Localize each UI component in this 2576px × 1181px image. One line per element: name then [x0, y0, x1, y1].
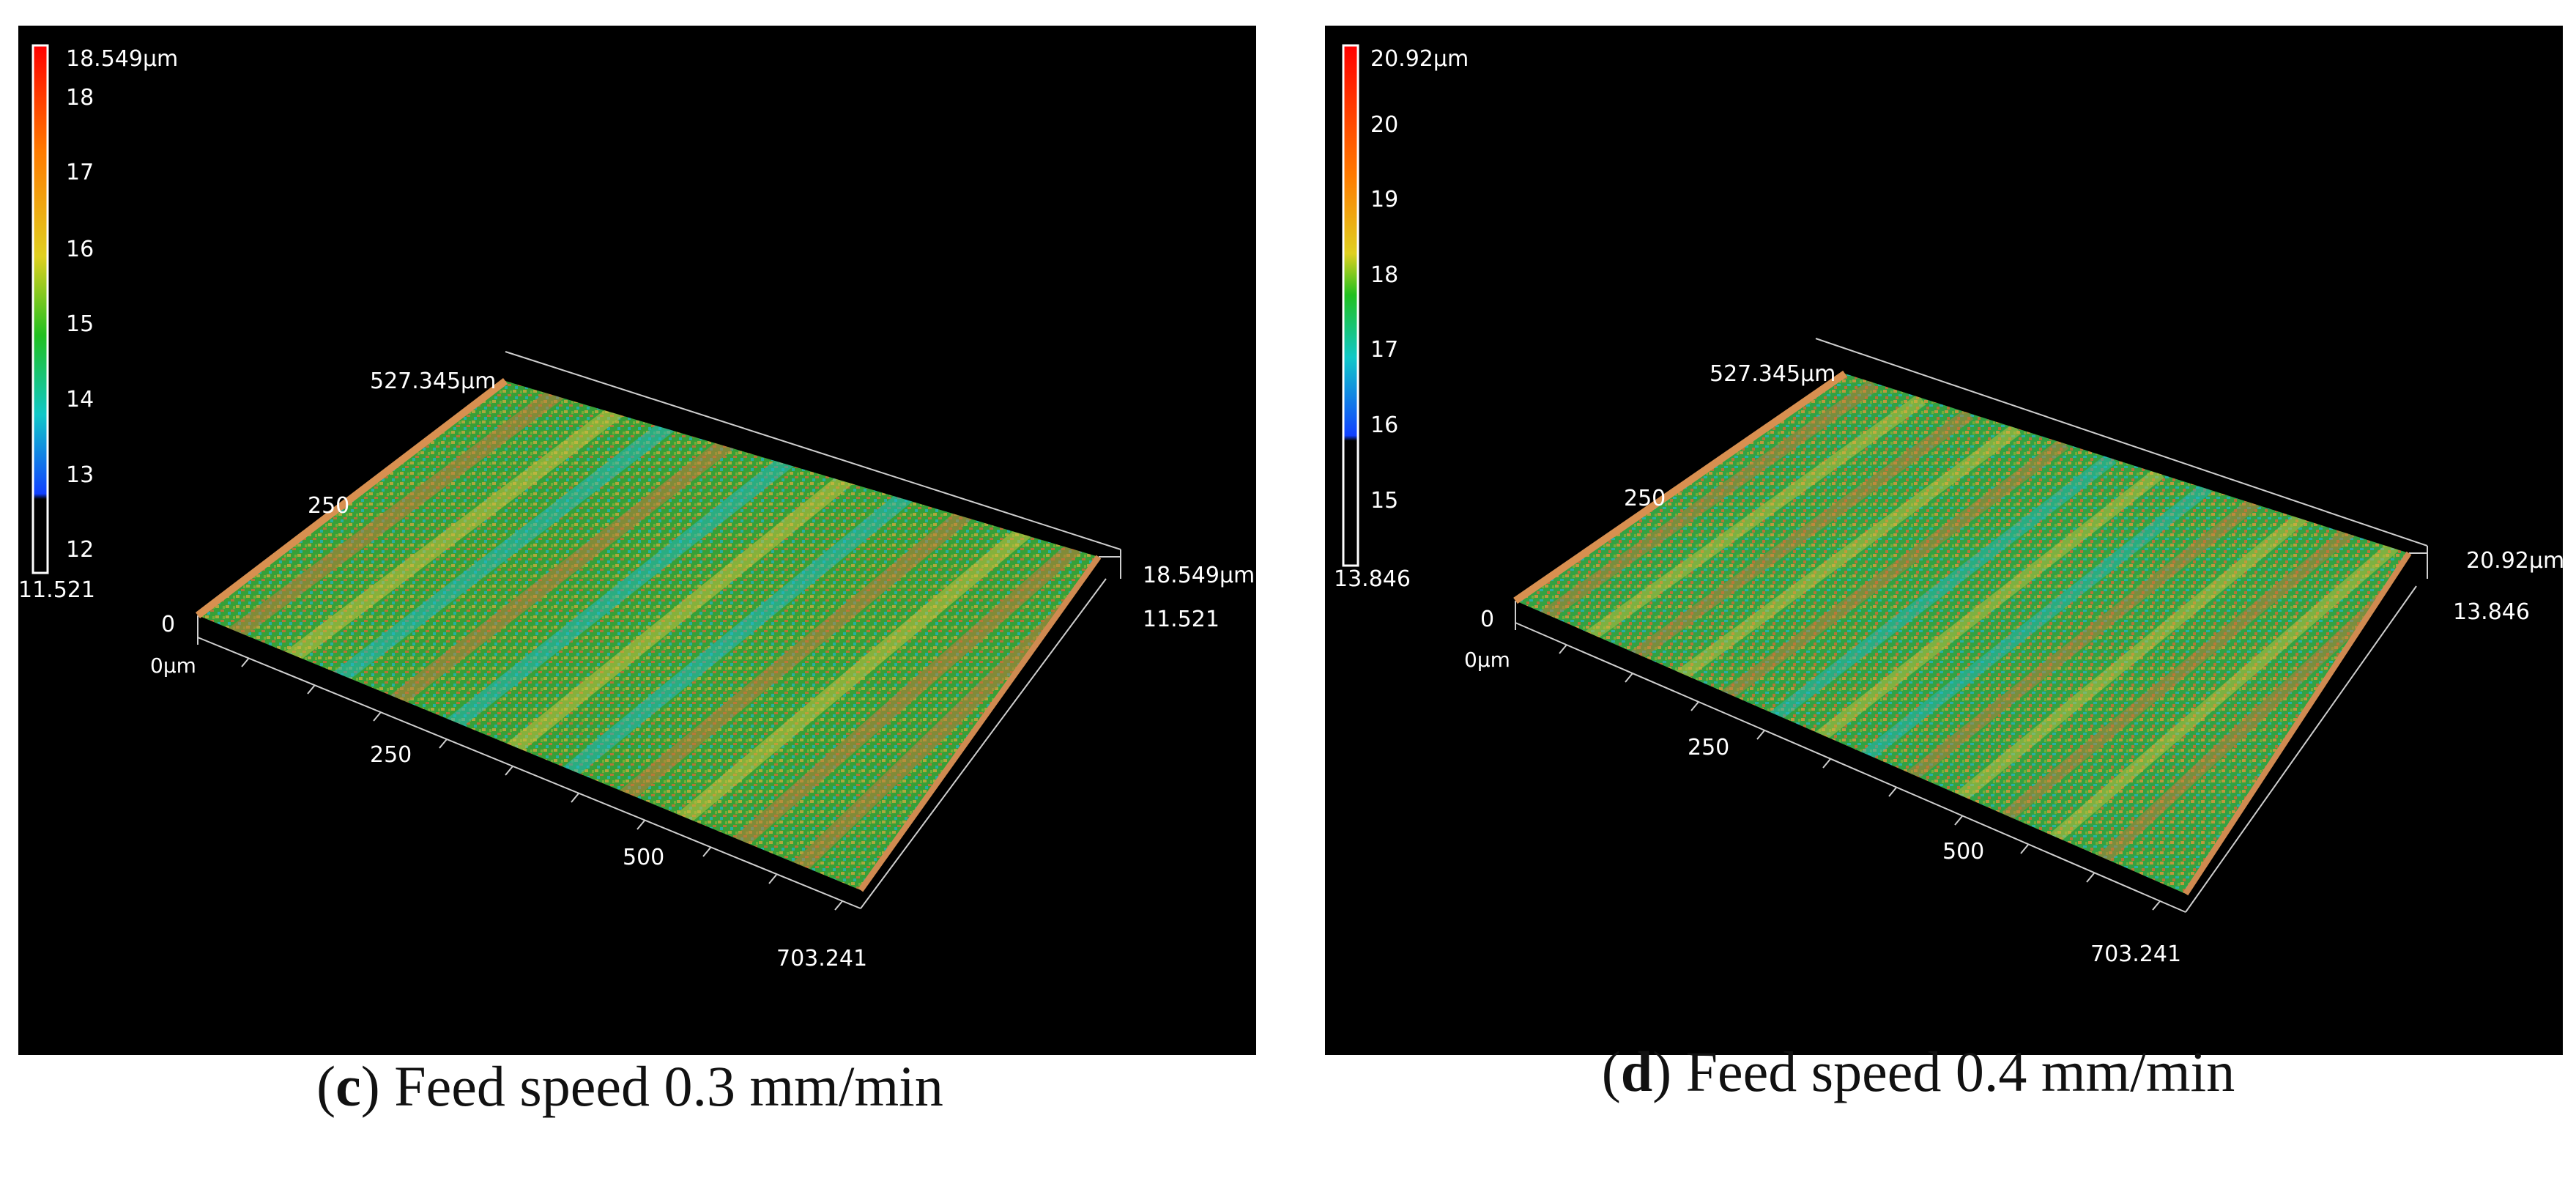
colorbar-tick: 13	[66, 462, 94, 488]
y-max-label: 527.345µm	[370, 369, 496, 394]
x-tick-label: 500	[1942, 839, 1984, 865]
colorbar	[1342, 44, 1359, 567]
x-axis-ticks	[241, 657, 843, 911]
colorbar-tick: 19	[1370, 187, 1398, 212]
y-max-label: 527.345µm	[1710, 361, 1836, 387]
origin-zero: 0	[161, 612, 175, 637]
colorbar-tick: 18	[66, 85, 94, 111]
colorbar-tick: 16	[66, 237, 94, 262]
axes-box	[1515, 338, 2428, 913]
colorbar-tick: 18	[1370, 262, 1398, 288]
origin-label: 0µm	[150, 654, 196, 678]
x-tick-label: 250	[1688, 735, 1729, 760]
z-min-label: 13.846	[2453, 599, 2530, 625]
x-max-label: 703.241	[776, 946, 867, 971]
caption-letter: c	[335, 1054, 361, 1118]
origin-zero: 0	[1480, 607, 1494, 632]
colorbar-max-label: 20.92µm	[1370, 46, 1469, 72]
colorbar-tick: 17	[66, 160, 94, 185]
caption-text: Feed speed 0.3 mm/min	[394, 1054, 943, 1118]
feed-stripes	[1526, 379, 2409, 866]
x-axis-ticks	[1559, 644, 2161, 911]
colorbar	[31, 44, 49, 574]
colorbar-tick: 20	[1370, 112, 1398, 138]
caption-c: (c) Feed speed 0.3 mm/min	[316, 1054, 943, 1118]
caption-letter: d	[1620, 1040, 1653, 1103]
colorbar-tick: 12	[66, 537, 94, 563]
colorbar-min-label: 11.521	[18, 577, 95, 603]
surface-plot-c: 18.549µm 18 17 16 15 14 13 12 11.521	[18, 26, 1256, 1055]
x-max-label: 703.241	[2090, 941, 2181, 967]
colorbar-tick: 15	[1370, 488, 1398, 514]
caption-text: Feed speed 0.4 mm/min	[1685, 1040, 2235, 1103]
panel-c: 18.549µm 18 17 16 15 14 13 12 11.521	[18, 26, 1256, 1118]
origin-label: 0µm	[1464, 648, 1510, 672]
z-min-label: 11.521	[1143, 607, 1220, 632]
colorbar-tick: 17	[1370, 337, 1398, 363]
x-tick-label: 500	[623, 845, 664, 870]
surface-plot-d: 20.92µm 20 19 18 17 16 15 13.846	[1325, 26, 2564, 1055]
y-mid-label: 250	[308, 493, 349, 519]
z-max-label: 18.549µm	[1143, 563, 1255, 588]
colorbar-tick: 15	[66, 311, 94, 337]
panel-d: 20.92µm 20 19 18 17 16 15 13.846	[1288, 0, 2576, 1181]
x-tick-label: 250	[370, 742, 412, 768]
surface-d	[1513, 370, 2412, 896]
colorbar-min-label: 13.846	[1334, 566, 1411, 592]
colorbar-tick: 14	[66, 387, 94, 412]
feed-stripes	[215, 382, 1099, 874]
axes-box	[197, 351, 1121, 909]
y-mid-label: 250	[1624, 486, 1666, 511]
surface-c	[195, 378, 1102, 892]
z-max-label: 20.92µm	[2466, 548, 2564, 574]
colorbar-max-label: 18.549µm	[66, 46, 178, 72]
colorbar-tick: 16	[1370, 412, 1398, 438]
caption-d: (d) Feed speed 0.4 mm/min	[1601, 1040, 2235, 1103]
